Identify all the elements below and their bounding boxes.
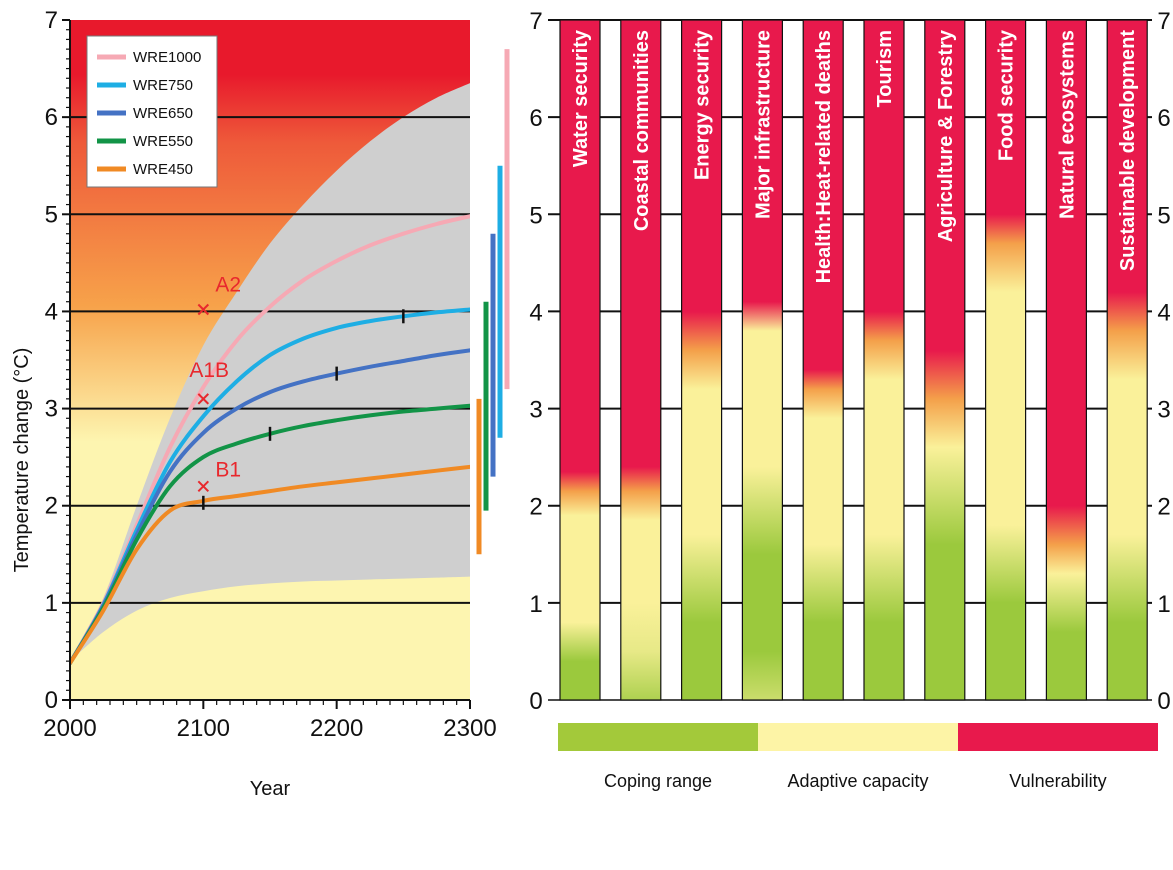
x-tick-label: 2300 <box>443 715 496 742</box>
series-line-wre650 <box>70 348 470 666</box>
sector-vulnerability-chart: Water security Coastal communities Energy … <box>529 8 1170 715</box>
y-tick-label: 6 <box>45 104 58 131</box>
sector-label: Sustainable development <box>1117 30 1139 272</box>
y-tick-label: 2 <box>529 494 542 521</box>
range-bars <box>476 49 510 555</box>
y-tick-label: 4 <box>1157 299 1170 326</box>
legend-label: WRE750 <box>133 77 193 94</box>
sector-bar <box>924 19 966 701</box>
stabilization-ticks <box>202 309 405 510</box>
x-tick-labels: 2000 2100 2200 2300 <box>43 700 497 742</box>
y-tick-labels-left: 0 1 2 3 4 5 6 7 <box>529 8 542 715</box>
x-tick-label: 2200 <box>310 715 363 742</box>
sector-bar <box>559 19 601 701</box>
sector-label: Energy security <box>692 29 714 180</box>
y-tick-label: 7 <box>529 8 542 35</box>
y-tick-label: 2 <box>1157 494 1170 521</box>
legend-label: WRE550 <box>133 133 193 150</box>
series-line-wre450 <box>70 464 470 666</box>
y-tick-label: 6 <box>529 105 542 132</box>
sector-label: Water security <box>570 29 592 167</box>
sector-label: Health:Heat-related deaths <box>813 30 835 283</box>
sector-bar <box>984 19 1027 701</box>
marker-x <box>197 303 210 316</box>
color-key: Coping range Adaptive capacity Vulnerabili… <box>558 723 1158 791</box>
sector-bar <box>1045 19 1088 701</box>
legend: WRE1000 WRE750 WRE650 WRE550 WRE450 <box>86 35 218 188</box>
y-tick-label: 1 <box>529 591 542 618</box>
temperature-projection-chart: A2 A1B B1 0 1 2 3 4 5 6 7 2000 2100 2200 2300 Year T… <box>11 7 510 800</box>
y-tick-label: 5 <box>529 202 542 229</box>
y-tick-label: 6 <box>1157 105 1170 132</box>
x-tick-label: 2100 <box>177 715 230 742</box>
scenario-label: A1B <box>189 359 229 382</box>
legend-label: WRE1000 <box>133 49 201 66</box>
key-label: Vulnerability <box>1009 771 1106 791</box>
sector-bar <box>741 19 784 701</box>
y-tick-label: 4 <box>45 298 58 325</box>
scenario-label: B1 <box>215 458 241 481</box>
key-label: Adaptive capacity <box>787 771 928 791</box>
uncertainty-band <box>70 83 470 662</box>
key-swatch <box>758 723 958 751</box>
y-tick-labels-right: 0 1 2 3 4 5 6 7 <box>1157 8 1170 715</box>
sector-label: Agriculture & Forestry <box>935 29 957 242</box>
sector-label: Coastal communities <box>631 30 653 231</box>
y-tick-label: 3 <box>529 397 542 424</box>
key-label: Coping range <box>604 771 712 791</box>
plot-area: A2 A1B B1 <box>70 83 470 666</box>
y-tick-label: 7 <box>45 7 58 34</box>
y-tick-label: 4 <box>529 299 542 326</box>
y-tick-label: 3 <box>45 396 58 423</box>
sector-bar <box>863 19 905 701</box>
y-tick-label: 1 <box>1157 591 1170 618</box>
scenario-markers: A2 A1B B1 <box>189 273 241 492</box>
y-tick-label: 2 <box>45 493 58 520</box>
y-tick-label: 5 <box>1157 202 1170 229</box>
gridlines <box>70 116 470 604</box>
marker-x <box>197 393 210 405</box>
y-tick-label: 3 <box>1157 397 1170 424</box>
y-tick-label: 7 <box>1157 8 1170 35</box>
marker-x <box>197 480 210 492</box>
y-tick-label: 5 <box>45 201 58 228</box>
sector-bar <box>680 19 723 701</box>
y-tick-label: 1 <box>45 590 58 617</box>
y-tick-label: 0 <box>45 687 58 714</box>
sector-bar <box>802 19 844 701</box>
y-axis-title: Temperature change (°C) <box>11 348 33 573</box>
sector-label: Food security <box>996 29 1018 161</box>
sector-bar <box>620 19 662 701</box>
y-tick-label: 0 <box>1157 688 1170 715</box>
legend-label: WRE650 <box>133 105 193 122</box>
legend-label: WRE450 <box>133 161 193 178</box>
sector-bars: Water security Coastal communities Energy … <box>559 19 1148 701</box>
y-tick-label: 0 <box>529 688 542 715</box>
scenario-label: A2 <box>215 273 241 296</box>
x-axis-title: Year <box>250 778 291 800</box>
key-swatch <box>958 723 1158 751</box>
sector-label: Major infrastructure <box>752 30 774 219</box>
key-swatch <box>558 723 758 751</box>
sector-label: Natural ecosystems <box>1056 30 1078 219</box>
sector-bar <box>1106 19 1148 701</box>
y-tick-labels: 0 1 2 3 4 5 6 7 <box>45 7 70 714</box>
x-tick-label: 2000 <box>43 715 96 742</box>
sector-label: Tourism <box>874 30 896 107</box>
